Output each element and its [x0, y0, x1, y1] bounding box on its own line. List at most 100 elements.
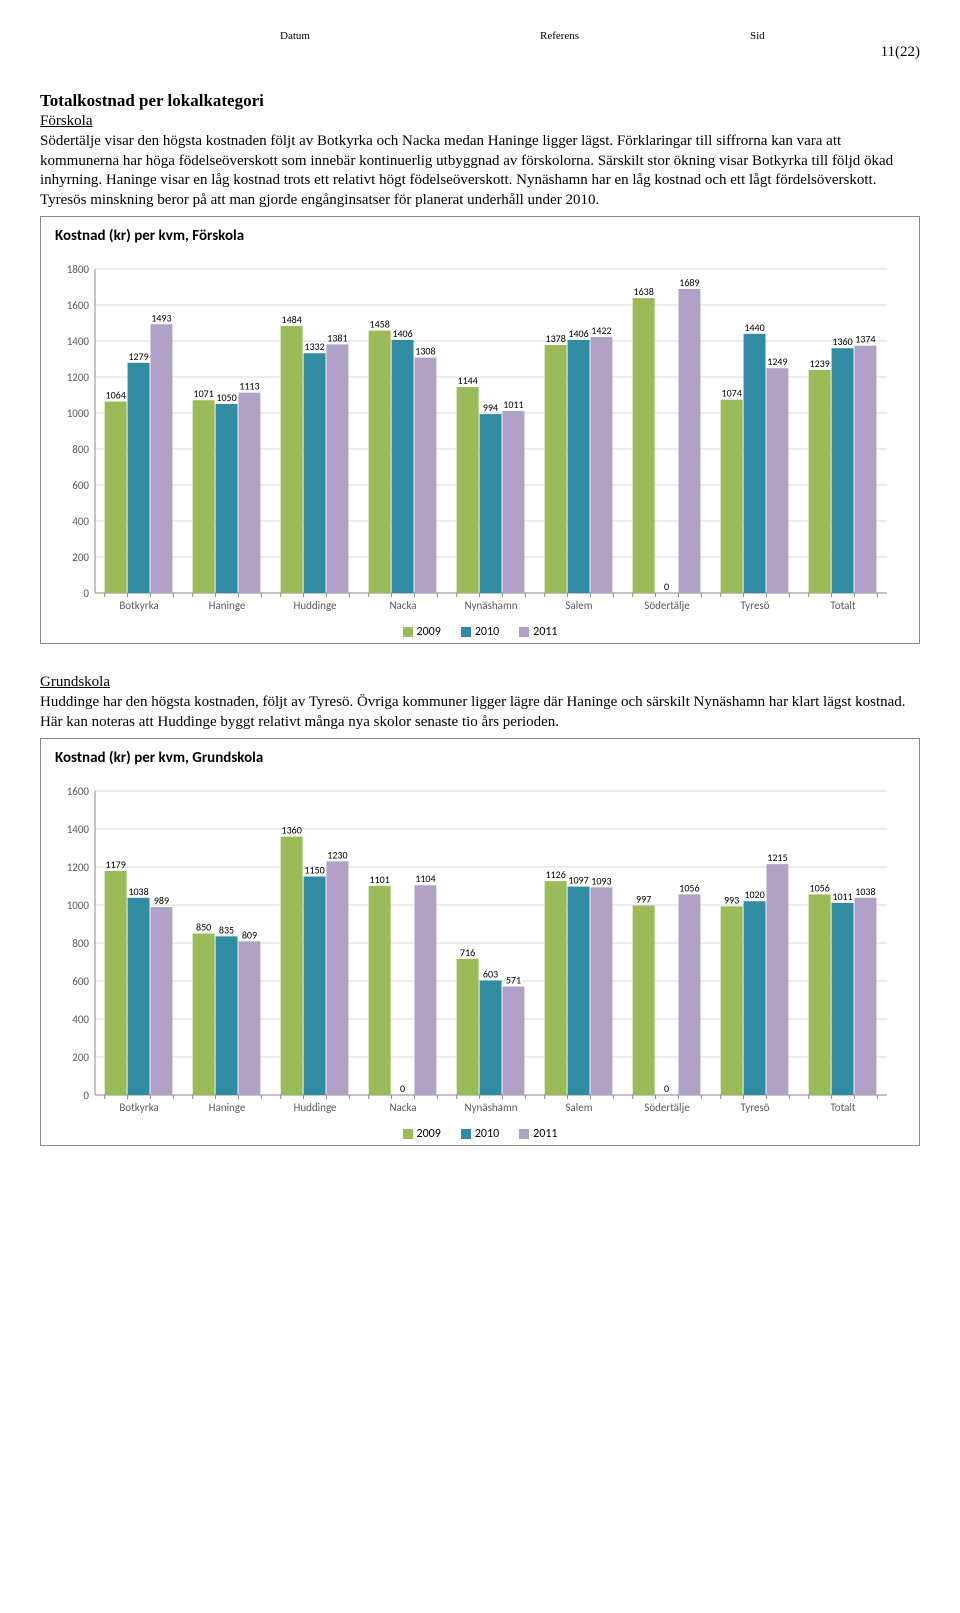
svg-text:835: 835 — [219, 923, 234, 936]
svg-text:1097: 1097 — [568, 874, 588, 887]
svg-text:1011: 1011 — [503, 398, 523, 411]
svg-text:600: 600 — [72, 975, 89, 988]
grundskola-chart-title: Kostnad (kr) per kvm, Grundskola — [55, 749, 913, 767]
svg-text:1600: 1600 — [67, 299, 90, 312]
svg-text:1071: 1071 — [194, 387, 214, 400]
legend-swatch — [403, 1129, 413, 1139]
svg-text:1064: 1064 — [106, 388, 126, 401]
forskola-chart-container: Kostnad (kr) per kvm, Förskola 020040060… — [40, 216, 920, 644]
legend-item: 2010 — [461, 625, 499, 639]
grundskola-chart: 0200400600800100012001400160011791038989… — [47, 773, 897, 1123]
svg-text:1093: 1093 — [591, 874, 611, 887]
svg-text:0: 0 — [400, 1082, 405, 1095]
svg-text:200: 200 — [72, 551, 89, 564]
forskola-chart-title: Kostnad (kr) per kvm, Förskola — [55, 227, 913, 245]
svg-text:Tyresö: Tyresö — [740, 1101, 769, 1114]
svg-text:Södertälje: Södertälje — [644, 599, 690, 612]
svg-text:1381: 1381 — [327, 331, 347, 344]
svg-text:Huddinge: Huddinge — [293, 1101, 337, 1114]
svg-text:1038: 1038 — [128, 885, 148, 898]
svg-text:993: 993 — [724, 893, 739, 906]
svg-text:1406: 1406 — [568, 327, 588, 340]
svg-text:1000: 1000 — [67, 899, 90, 912]
page-header: Datum Referens Sid — [40, 30, 920, 42]
svg-text:1308: 1308 — [415, 345, 435, 358]
svg-text:1150: 1150 — [304, 864, 324, 877]
svg-text:571: 571 — [506, 974, 521, 987]
svg-text:1101: 1101 — [370, 873, 390, 886]
legend-swatch — [519, 1129, 529, 1139]
svg-text:800: 800 — [72, 443, 89, 456]
svg-text:Haninge: Haninge — [209, 1101, 246, 1114]
svg-text:716: 716 — [460, 946, 475, 959]
svg-text:1378: 1378 — [546, 332, 566, 345]
legend-item: 2011 — [519, 625, 557, 639]
legend-label: 2009 — [417, 1127, 441, 1141]
svg-text:1200: 1200 — [67, 371, 90, 384]
svg-text:1458: 1458 — [370, 318, 390, 331]
svg-text:1011: 1011 — [832, 890, 852, 903]
svg-text:1020: 1020 — [744, 888, 764, 901]
header-referens-label: Referens — [540, 30, 750, 42]
svg-text:1360: 1360 — [282, 824, 302, 837]
svg-text:0: 0 — [83, 587, 89, 600]
legend-label: 2011 — [533, 1127, 557, 1141]
svg-text:600: 600 — [72, 479, 89, 492]
svg-text:400: 400 — [72, 1013, 89, 1026]
svg-text:1056: 1056 — [679, 881, 699, 894]
header-datum-label: Datum — [280, 30, 540, 42]
legend-swatch — [461, 627, 471, 637]
svg-text:1689: 1689 — [679, 276, 699, 289]
svg-text:1484: 1484 — [282, 313, 302, 326]
legend-item: 2011 — [519, 1127, 557, 1141]
legend-item: 2009 — [403, 625, 441, 639]
svg-text:Totalt: Totalt — [830, 599, 856, 612]
svg-text:1239: 1239 — [810, 357, 830, 370]
svg-text:Salem: Salem — [565, 599, 592, 612]
forskola-chart-legend: 2009 2010 2011 — [47, 625, 913, 639]
svg-text:1406: 1406 — [392, 327, 412, 340]
svg-text:0: 0 — [664, 1082, 669, 1095]
svg-text:994: 994 — [483, 401, 498, 414]
legend-label: 2010 — [475, 1127, 499, 1141]
svg-text:1493: 1493 — [151, 311, 171, 324]
svg-text:1104: 1104 — [415, 872, 435, 885]
svg-text:1638: 1638 — [634, 285, 654, 298]
svg-text:Haninge: Haninge — [209, 599, 246, 612]
svg-text:603: 603 — [483, 967, 498, 980]
svg-text:809: 809 — [242, 928, 257, 941]
svg-text:Huddinge: Huddinge — [293, 599, 337, 612]
legend-item: 2009 — [403, 1127, 441, 1141]
svg-text:Nacka: Nacka — [389, 599, 416, 612]
svg-text:850: 850 — [196, 921, 211, 934]
svg-text:1800: 1800 — [67, 263, 90, 276]
svg-text:1422: 1422 — [591, 324, 611, 337]
svg-text:Tyresö: Tyresö — [740, 599, 769, 612]
legend-label: 2011 — [533, 625, 557, 639]
grundskola-paragraph: Huddinge har den högsta kostnaden, följt… — [40, 693, 920, 732]
svg-text:Botkyrka: Botkyrka — [119, 1101, 158, 1114]
svg-text:800: 800 — [72, 937, 89, 950]
legend-item: 2010 — [461, 1127, 499, 1141]
svg-text:1056: 1056 — [810, 881, 830, 894]
svg-text:1374: 1374 — [855, 333, 875, 346]
svg-text:1249: 1249 — [767, 355, 787, 368]
svg-text:Nynäshamn: Nynäshamn — [464, 1101, 517, 1114]
forskola-heading: Förskola — [40, 113, 920, 130]
legend-swatch — [519, 627, 529, 637]
svg-text:1113: 1113 — [239, 380, 259, 393]
grundskola-chart-legend: 2009 2010 2011 — [47, 1127, 913, 1141]
page-number: 11(22) — [40, 44, 920, 61]
svg-text:1440: 1440 — [744, 321, 764, 334]
svg-text:1200: 1200 — [67, 861, 90, 874]
svg-text:1074: 1074 — [722, 387, 742, 400]
svg-text:Botkyrka: Botkyrka — [119, 599, 158, 612]
svg-text:1126: 1126 — [546, 868, 566, 881]
svg-text:1360: 1360 — [832, 335, 852, 348]
legend-swatch — [403, 627, 413, 637]
svg-text:1000: 1000 — [67, 407, 90, 420]
svg-text:1600: 1600 — [67, 785, 90, 798]
header-sid-label: Sid — [750, 30, 765, 42]
svg-text:1230: 1230 — [327, 848, 347, 861]
svg-text:1332: 1332 — [304, 340, 324, 353]
